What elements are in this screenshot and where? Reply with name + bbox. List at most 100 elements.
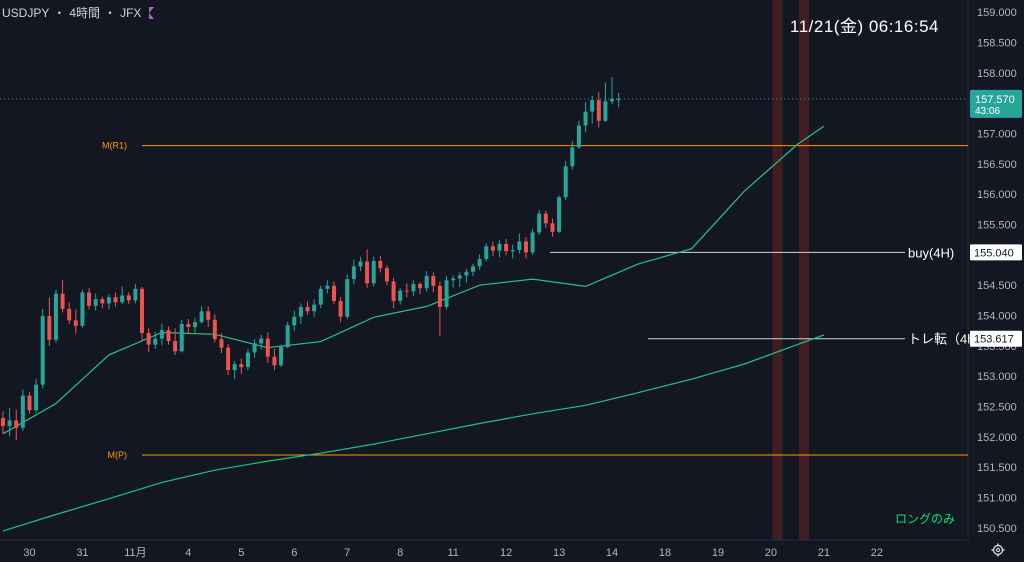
candle-body — [53, 293, 58, 340]
candle-body — [312, 304, 317, 312]
candle-body — [504, 243, 509, 252]
candle-body — [517, 241, 522, 250]
annotation-long-only: ロングのみ — [895, 512, 955, 526]
candle-body — [543, 213, 548, 224]
candle-body — [120, 295, 125, 303]
candle-body — [550, 223, 555, 232]
gear-icon[interactable] — [991, 543, 1005, 557]
candle-body — [67, 308, 72, 321]
candle-body — [192, 322, 197, 328]
candle-body — [610, 98, 615, 102]
candle-body — [7, 420, 12, 426]
flag-icon[interactable] — [149, 6, 155, 19]
countdown-label: 43:06 — [975, 106, 1000, 117]
candle-body — [590, 100, 595, 112]
timeframe-label[interactable]: 4時間 — [69, 6, 101, 20]
y-tick-label: 158.000 — [977, 68, 1017, 80]
y-tick-label: 151.500 — [977, 462, 1017, 474]
candle-body — [80, 292, 85, 326]
candle-body — [126, 295, 131, 301]
candle-body — [179, 324, 184, 352]
candle-body — [418, 283, 423, 289]
candle-body — [616, 98, 621, 100]
level-price-label: 153.617 — [974, 334, 1014, 346]
y-tick-label: 152.000 — [977, 432, 1017, 444]
candle-body — [537, 213, 542, 233]
candle-body — [457, 275, 462, 279]
y-tick-label: 151.000 — [977, 493, 1017, 505]
candle-body — [199, 311, 204, 323]
candle-body — [272, 356, 277, 366]
candle-body — [285, 325, 290, 348]
x-tick-label: 30 — [23, 547, 35, 559]
candle-body — [576, 125, 581, 148]
y-tick-label: 158.500 — [977, 37, 1017, 49]
candle-body — [484, 246, 489, 260]
candle-body — [444, 280, 449, 308]
candle-body — [47, 316, 52, 340]
candle-body — [523, 241, 528, 253]
candle-body — [279, 347, 284, 366]
x-tick-label: 7 — [344, 547, 350, 559]
x-tick-label: 19 — [712, 547, 724, 559]
x-tick-label: 5 — [238, 547, 244, 559]
highlight-zone — [799, 0, 810, 540]
exchange-label: JFX — [120, 5, 142, 20]
x-tick-label: 21 — [818, 547, 830, 559]
candle-body — [365, 261, 370, 284]
symbol-label[interactable]: USDJPY — [2, 5, 50, 20]
candle-body — [14, 420, 19, 428]
candle-body — [20, 395, 25, 428]
candle-body — [404, 290, 409, 292]
y-tick-label: 152.500 — [977, 402, 1017, 414]
candle-body — [140, 288, 145, 334]
candle-body — [437, 285, 442, 308]
pivot-label: M(R1) — [102, 141, 127, 151]
y-tick-label: 154.000 — [977, 311, 1017, 323]
candle-body — [583, 111, 588, 126]
current-price-tag — [970, 89, 1022, 118]
level-label: buy(4H) — [908, 245, 954, 260]
candle-body — [510, 249, 515, 252]
candle-body — [378, 260, 383, 269]
candle-body — [146, 333, 151, 345]
y-tick-label: 156.500 — [977, 159, 1017, 171]
x-tick-label: 11 — [447, 547, 458, 559]
candle-body — [384, 268, 389, 282]
candle-body — [371, 260, 376, 284]
title-separator-1: ・ — [53, 6, 66, 20]
y-tick-label: 155.500 — [977, 219, 1017, 231]
candle-body — [113, 297, 118, 303]
candle-body — [358, 261, 363, 267]
candle-body — [232, 364, 237, 371]
candle-body — [219, 339, 224, 348]
candle-body — [87, 292, 92, 306]
pivot-label: M(P) — [108, 450, 128, 460]
candle-body — [471, 266, 476, 272]
candle-body — [34, 384, 39, 411]
candle-body — [159, 330, 164, 339]
candle-body — [60, 293, 65, 309]
candle-body — [226, 347, 231, 371]
candle-body — [1, 418, 5, 426]
y-tick-label: 150.500 — [977, 523, 1017, 535]
candle-body — [490, 246, 495, 251]
candle-body — [265, 338, 270, 357]
y-tick-label: 157.000 — [977, 128, 1017, 140]
candle-body — [530, 232, 535, 253]
y-tick-label: 154.500 — [977, 280, 1017, 292]
candle-body — [186, 324, 191, 328]
moving-average-long — [2, 334, 825, 532]
x-tick-label: 14 — [606, 547, 618, 559]
candle-body — [351, 266, 356, 280]
candle-body — [292, 316, 297, 326]
x-tick-label: 11月 — [124, 547, 146, 559]
x-tick-label: 20 — [765, 547, 777, 559]
candle-body — [451, 278, 456, 281]
candle-body — [332, 285, 336, 301]
clock-display: 11/21(金) 06:16:54 — [790, 17, 939, 36]
candle-body — [411, 283, 416, 292]
candle-body — [40, 316, 45, 385]
x-tick-label: 8 — [397, 547, 403, 559]
